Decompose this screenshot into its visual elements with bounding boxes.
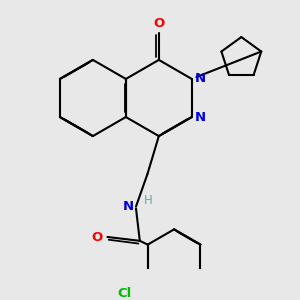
Text: O: O [92,230,103,244]
Text: N: N [194,72,206,86]
Text: O: O [153,17,164,30]
Text: Cl: Cl [118,286,132,299]
Text: H: H [144,194,152,207]
Text: N: N [194,110,206,124]
Text: N: N [123,200,134,213]
